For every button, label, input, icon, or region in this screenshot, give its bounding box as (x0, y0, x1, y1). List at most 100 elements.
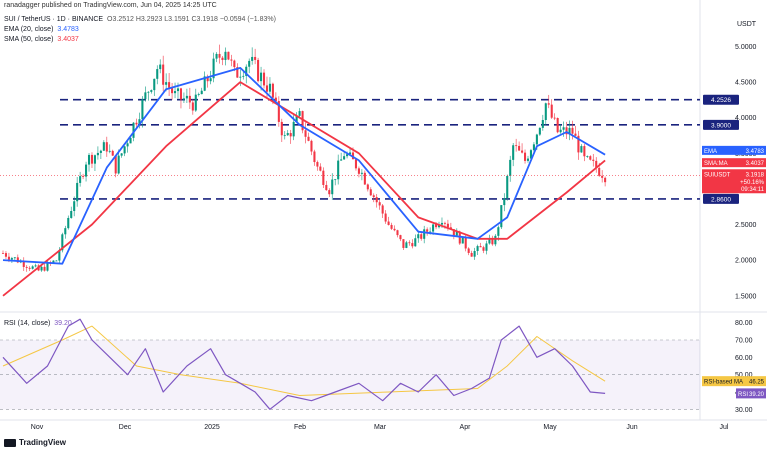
candle-body[interactable] (408, 242, 411, 244)
candle-body[interactable] (337, 160, 340, 180)
candle-body[interactable] (262, 72, 266, 86)
candle-body[interactable] (271, 83, 274, 98)
candle-body[interactable] (420, 234, 423, 239)
candle-body[interactable] (568, 127, 571, 135)
candle-body[interactable] (138, 119, 141, 125)
candle-body[interactable] (423, 229, 426, 239)
candle-body[interactable] (197, 94, 200, 95)
candle-body[interactable] (452, 229, 455, 236)
candle-body[interactable] (215, 53, 218, 59)
candle-body[interactable] (390, 224, 393, 229)
sma-50-line[interactable] (2, 81, 606, 297)
candle-body[interactable] (182, 98, 185, 100)
candle-body[interactable] (435, 224, 438, 228)
candle-body[interactable] (541, 120, 544, 128)
candle-body[interactable] (105, 142, 108, 152)
candle-body[interactable] (503, 198, 506, 206)
candle-body[interactable] (179, 88, 183, 100)
candle-body[interactable] (372, 195, 375, 198)
candle-body[interactable] (506, 175, 509, 199)
candle-body[interactable] (476, 246, 479, 252)
candle-body[interactable] (521, 150, 524, 153)
candle-body[interactable] (316, 162, 319, 167)
candle-body[interactable] (550, 104, 553, 118)
candle-body[interactable] (512, 145, 515, 160)
candle-body[interactable] (194, 94, 197, 111)
candle-body[interactable] (538, 127, 541, 135)
candle-body[interactable] (230, 59, 233, 61)
candle-body[interactable] (571, 127, 574, 134)
candle-body[interactable] (473, 251, 476, 257)
candle-body[interactable] (331, 179, 334, 195)
candle-body[interactable] (479, 246, 482, 248)
candle-body[interactable] (598, 167, 601, 176)
candle-body[interactable] (46, 262, 49, 271)
candle-body[interactable] (414, 238, 417, 247)
candle-body[interactable] (396, 230, 399, 236)
candle-body[interactable] (399, 235, 402, 240)
candle-body[interactable] (328, 190, 331, 195)
candle-body[interactable] (298, 111, 301, 116)
candle-body[interactable] (233, 60, 236, 68)
candle-body[interactable] (494, 235, 497, 245)
candle-body[interactable] (455, 231, 458, 236)
candle-body[interactable] (265, 85, 269, 92)
candle-body[interactable] (515, 145, 518, 147)
candle-body[interactable] (55, 260, 58, 262)
candle-body[interactable] (357, 168, 360, 174)
candle-body[interactable] (295, 115, 298, 123)
candle-body[interactable] (432, 224, 435, 232)
candle-body[interactable] (254, 56, 257, 60)
candle-body[interactable] (467, 248, 470, 253)
candle-body[interactable] (43, 266, 46, 271)
candle-body[interactable] (227, 51, 230, 60)
candle-body[interactable] (52, 260, 55, 263)
candle-body[interactable] (34, 265, 37, 267)
candle-body[interactable] (289, 133, 292, 137)
rsi-line[interactable] (2, 318, 606, 410)
candle-body[interactable] (200, 90, 203, 95)
candle-body[interactable] (111, 150, 114, 156)
candle-body[interactable] (251, 56, 254, 61)
candle-body[interactable] (206, 76, 209, 82)
candle-body[interactable] (132, 122, 135, 138)
candle-body[interactable] (16, 257, 19, 263)
candle-body[interactable] (96, 152, 99, 156)
candle-body[interactable] (532, 144, 535, 151)
candle-body[interactable] (307, 136, 310, 141)
candle-body[interactable] (144, 92, 147, 100)
candle-body[interactable] (239, 76, 242, 78)
candle-body[interactable] (405, 242, 408, 248)
candle-body[interactable] (589, 156, 592, 160)
candle-body[interactable] (319, 166, 322, 171)
candle-body[interactable] (277, 101, 280, 122)
candle-body[interactable] (500, 205, 503, 228)
candle-body[interactable] (485, 243, 488, 251)
candle-body[interactable] (203, 76, 206, 91)
candle-body[interactable] (334, 179, 337, 181)
candle-body[interactable] (245, 66, 248, 76)
candle-body[interactable] (153, 78, 156, 91)
candle-body[interactable] (22, 261, 25, 267)
candle-body[interactable] (156, 69, 159, 79)
candle-body[interactable] (147, 91, 150, 93)
candle-body[interactable] (165, 82, 168, 85)
candle-body[interactable] (583, 146, 586, 157)
candle-body[interactable] (411, 243, 414, 247)
candle-body[interactable] (556, 117, 559, 133)
candle-body[interactable] (257, 59, 260, 82)
candle-body[interactable] (429, 231, 432, 233)
candle-body[interactable] (73, 201, 76, 211)
candle-body[interactable] (387, 221, 390, 225)
candle-body[interactable] (497, 227, 500, 236)
candle-body[interactable] (565, 127, 568, 135)
candle-body[interactable] (518, 145, 521, 151)
candle-body[interactable] (366, 184, 369, 190)
candle-body[interactable] (526, 158, 530, 161)
candle-body[interactable] (440, 222, 444, 225)
candle-body[interactable] (79, 176, 82, 183)
candle-body[interactable] (159, 64, 162, 70)
candle-body[interactable] (280, 121, 283, 136)
candle-body[interactable] (595, 160, 598, 168)
candle-body[interactable] (384, 213, 387, 222)
